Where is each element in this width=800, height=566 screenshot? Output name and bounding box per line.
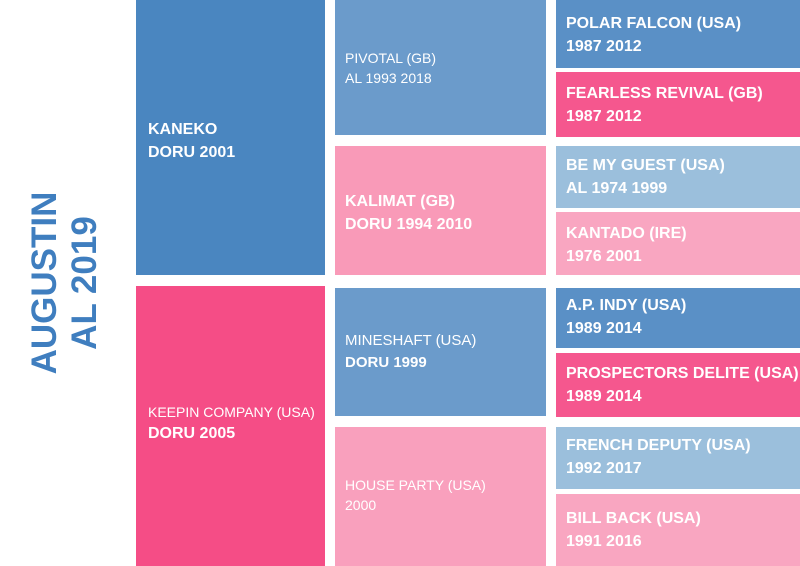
horse-name: PIVOTAL (GB) — [345, 50, 437, 66]
horse-name: KEEPIN COMPANY (USA) — [148, 404, 315, 420]
horse-name: FRENCH DEPUTY (USA) — [566, 437, 751, 454]
horse-box: BILL BACK (USA) 1991 2016 — [556, 494, 800, 566]
horse-name: KANEKO — [148, 121, 218, 138]
horse-info: 1989 2014 — [566, 320, 642, 338]
horse-name: FEARLESS REVIVAL (GB) — [566, 85, 763, 102]
horse-info: AL 1993 2018 — [345, 70, 432, 87]
horse-info: 1992 2017 — [566, 460, 642, 478]
horse-box: KANTADO (IRE) 1976 2001 — [556, 212, 800, 275]
horse-name: KALIMAT (GB) — [345, 193, 455, 210]
horse-info: 1989 2014 — [566, 388, 642, 406]
subject-name: AUGUSTIN — [24, 191, 64, 375]
horse-box: FEARLESS REVIVAL (GB) 1987 2012 — [556, 72, 800, 137]
horse-box: PIVOTAL (GB) AL 1993 2018 — [335, 0, 546, 135]
subject-info: AL 2019 — [65, 216, 104, 350]
horse-name: PROSPECTORS DELITE (USA) — [566, 365, 799, 382]
horse-info: 1976 2001 — [566, 248, 642, 266]
horse-box: KALIMAT (GB) DORU 1994 2010 — [335, 146, 546, 275]
horse-box: HOUSE PARTY (USA) 2000 — [335, 427, 546, 566]
horse-box: KEEPIN COMPANY (USA) DORU 2005 — [136, 286, 325, 566]
horse-info: 2000 — [345, 497, 377, 514]
horse-info: DORU 2001 — [148, 144, 236, 162]
horse-info: 1987 2012 — [566, 38, 642, 56]
horse-name: MINESHAFT (USA) — [345, 332, 477, 349]
horse-box: PROSPECTORS DELITE (USA) 1989 2014 — [556, 353, 800, 417]
horse-name: BILL BACK (USA) — [566, 510, 701, 527]
horse-name: POLAR FALCON (USA) — [566, 15, 742, 32]
horse-info: 1987 2012 — [566, 108, 642, 126]
horse-info: DORU 1994 2010 — [345, 216, 473, 234]
horse-box: A.P. INDY (USA) 1989 2014 — [556, 288, 800, 348]
horse-box: KANEKO DORU 2001 — [136, 0, 325, 275]
subject: AUGUSTIN AL 2019 — [25, 192, 106, 375]
horse-box: POLAR FALCON (USA) 1987 2012 — [556, 0, 800, 68]
horse-info: AL 1974 1999 — [566, 180, 668, 198]
horse-name: BE MY GUEST (USA) — [566, 157, 725, 174]
horse-name: KANTADO (IRE) — [566, 225, 687, 242]
horse-info: 1991 2016 — [566, 533, 642, 551]
horse-box: BE MY GUEST (USA) AL 1974 1999 — [556, 146, 800, 208]
horse-box: MINESHAFT (USA) DORU 1999 — [335, 288, 546, 416]
horse-name: HOUSE PARTY (USA) — [345, 477, 486, 493]
horse-info: DORU 2005 — [148, 425, 236, 443]
horse-name: A.P. INDY (USA) — [566, 297, 687, 314]
horse-box: FRENCH DEPUTY (USA) 1992 2017 — [556, 427, 800, 489]
horse-info: DORU 1999 — [345, 353, 427, 371]
